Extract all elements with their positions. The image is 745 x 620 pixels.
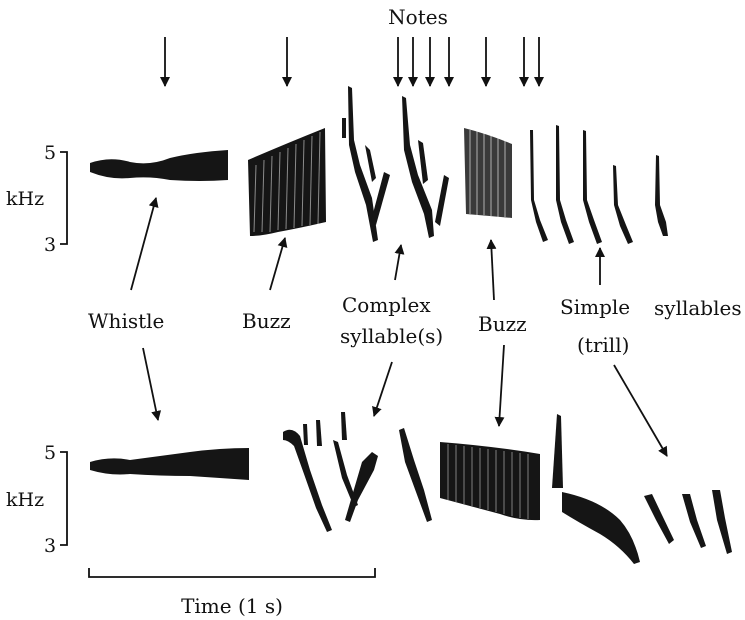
simple-trill-traces-top [530,125,668,244]
label-simple-line1: Simple [560,295,630,319]
whistle-trace-bottom [90,448,249,480]
simple-trill-traces-bottom [552,414,732,564]
note-arrows [160,37,544,87]
label-complex-line1: Complex [342,293,431,317]
label-simple-line2: (trill) [577,333,629,357]
whistle-trace [90,150,228,181]
label-buzz-2: Buzz [478,312,527,336]
complex-down-arrow [372,361,393,417]
notes-label: Notes [388,5,448,29]
buzz-trace-bottom [440,442,540,521]
bottom-tick-3: 3 [44,535,56,557]
buzz-striations-bottom [447,444,529,519]
label-whistle: Whistle [88,309,164,333]
whistle-up-arrow [130,197,159,291]
bottom-tick-5: 5 [44,442,56,464]
buzz-up-arrow [269,237,288,291]
whistle-down-arrow [142,347,162,421]
buzz-striations-top-2 [469,130,506,217]
buzz2-up-arrow [486,239,497,301]
top-tick-3: 3 [44,234,56,256]
buzz-trace-top-2 [464,128,512,218]
top-annotation-arrows [130,197,605,301]
buzz2-down-arrow [494,344,505,427]
simple-down-arrow [613,364,668,457]
bottom-annotation-arrows [142,344,668,457]
top-frequency-axis: 5 kHz 3 [6,142,68,256]
top-axis-unit: kHz [6,188,44,210]
top-spectrogram [90,86,668,244]
bottom-frequency-axis: 5 kHz 3 [6,442,68,557]
time-scale-bar: Time (1 s) [88,568,376,618]
label-syllables: syllables [654,296,742,320]
complex-syllable-traces-top [342,86,449,242]
complex-syllable-traces-bottom [283,412,432,532]
bottom-spectrogram [90,412,732,564]
complex-up-arrow [394,244,405,281]
top-tick-5: 5 [44,142,56,164]
buzz-striations-top [253,131,321,233]
time-scale-label: Time (1 s) [181,594,283,618]
bottom-axis-unit: kHz [6,489,44,511]
label-complex-line2: syllable(s) [340,324,443,348]
label-buzz-1: Buzz [242,309,291,333]
